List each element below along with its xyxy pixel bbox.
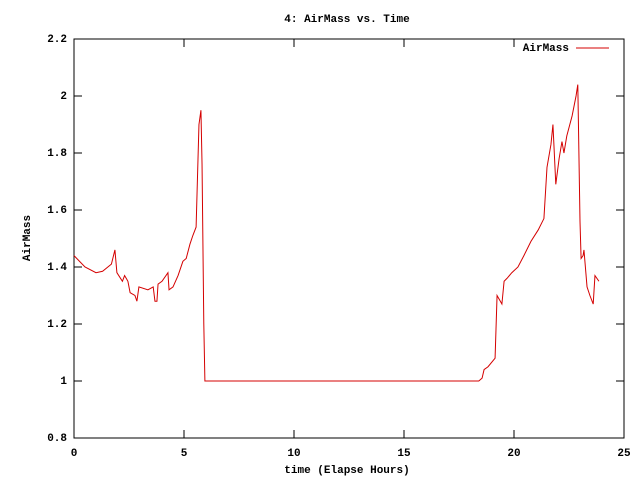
y-tick-label: 2.2 <box>47 34 67 46</box>
x-axis-label: time (Elapse Hours) <box>284 465 409 477</box>
y-axis-label: AirMass <box>22 215 34 261</box>
plot-border <box>73 38 625 439</box>
y-tick-label: 1.2 <box>47 319 67 331</box>
x-tick-label: 15 <box>397 448 411 460</box>
legend-label: AirMass <box>523 43 569 55</box>
x-tick-label: 5 <box>181 448 188 460</box>
x-tick-label: 10 <box>287 448 300 460</box>
y-tick-label: 0.8 <box>47 433 67 445</box>
y-tick-label: 1.6 <box>47 205 67 217</box>
y-tick-label: 1 <box>60 376 67 388</box>
chart-title: 4: AirMass vs. Time <box>284 14 410 26</box>
data-line <box>73 84 600 382</box>
y-tick-label: 1.4 <box>47 262 67 274</box>
y-tick-label: 1.8 <box>47 148 67 160</box>
x-tick-label: 25 <box>617 448 631 460</box>
x-tick-label: 0 <box>71 448 78 460</box>
y-tick-label: 2 <box>60 91 67 103</box>
x-tick-label: 20 <box>507 448 520 460</box>
